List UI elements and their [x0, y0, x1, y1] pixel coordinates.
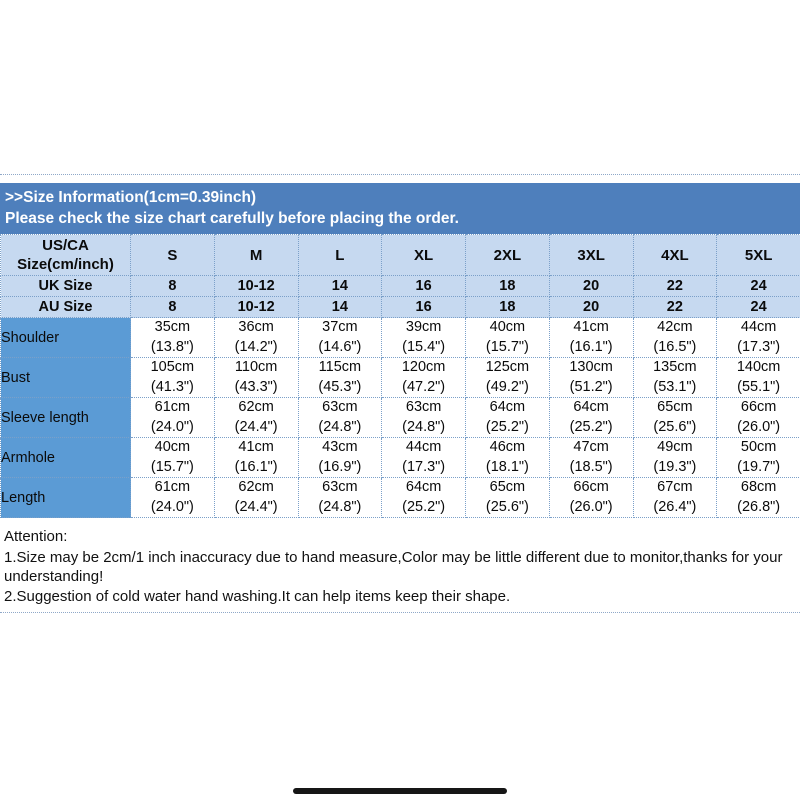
measurement-cell: 63cm (24.8")	[381, 397, 466, 438]
measurement-cell: 64cm (25.2")	[381, 477, 466, 518]
measurement-cell: 61cm (24.0")	[130, 397, 215, 438]
column-header-l: L	[297, 234, 383, 276]
measurement-cell: 63cm (24.8")	[297, 477, 383, 518]
size-cell: 8	[130, 296, 215, 318]
measurement-cell: 62cm (24.4")	[213, 477, 299, 518]
attention-section: Attention: 1.Size may be 2cm/1 inch inac…	[0, 527, 800, 606]
bottom-dotted-divider	[0, 612, 800, 613]
measurement-cell: 43cm (16.9")	[297, 437, 383, 478]
measurement-cell: 44cm (17.3")	[381, 437, 466, 478]
armhole-row: Armhole 40cm (15.7") 41cm (16.1") 43cm (…	[0, 437, 800, 478]
measurement-cell: 46cm (18.1")	[465, 437, 550, 478]
size-cell: 24	[716, 296, 800, 318]
home-indicator-bar	[293, 788, 507, 794]
size-cell: 8	[130, 275, 215, 297]
size-cell: 16	[381, 275, 466, 297]
size-cell: 22	[632, 296, 718, 318]
measurement-cell: 120cm (47.2")	[381, 357, 466, 398]
measurement-cell: 64cm (25.2")	[548, 397, 634, 438]
size-cell: 14	[297, 275, 383, 297]
length-label: Length	[0, 477, 131, 518]
measurement-cell: 39cm (15.4")	[381, 317, 466, 358]
size-cell: 18	[465, 275, 550, 297]
measurement-cell: 62cm (24.4")	[213, 397, 299, 438]
size-cell: 20	[548, 275, 634, 297]
measurement-cell: 42cm (16.5")	[632, 317, 718, 358]
measurement-cell: 40cm (15.7")	[465, 317, 550, 358]
measurement-cell: 105cm (41.3")	[130, 357, 215, 398]
size-cell: 10-12	[213, 296, 299, 318]
shoulder-label: Shoulder	[0, 317, 131, 358]
attention-heading: Attention:	[4, 528, 68, 545]
measurement-cell: 41cm (16.1")	[213, 437, 299, 478]
size-cell: 20	[548, 296, 634, 318]
size-cell: 14	[297, 296, 383, 318]
measurement-cell: 65cm (25.6")	[632, 397, 718, 438]
au-size-row: AU Size 8 10-12 14 16 18 20 22 24	[0, 296, 800, 318]
measurement-cell: 49cm (19.3")	[632, 437, 718, 478]
measurement-cell: 130cm (51.2")	[548, 357, 634, 398]
measurement-cell: 135cm (53.1")	[632, 357, 718, 398]
measurement-cell: 110cm (43.3")	[213, 357, 299, 398]
uk-size-row: UK Size 8 10-12 14 16 18 20 22 24	[0, 275, 800, 297]
bust-row: Bust 105cm (41.3") 110cm (43.3") 115cm (…	[0, 357, 800, 398]
measurement-cell: 140cm (55.1")	[716, 357, 800, 398]
measurement-cell: 41cm (16.1")	[548, 317, 634, 358]
column-header-m: M	[213, 234, 299, 276]
measurement-cell: 65cm (25.6")	[465, 477, 550, 518]
sleeve-length-row: Sleeve length 61cm (24.0") 62cm (24.4") …	[0, 397, 800, 438]
attention-line-2: 2.Suggestion of cold water hand washing.…	[4, 587, 511, 605]
bust-label: Bust	[0, 357, 131, 398]
measurement-cell: 64cm (25.2")	[465, 397, 550, 438]
size-info-title: >>Size Information(1cm=0.39inch)	[5, 189, 257, 206]
measurement-cell: 66cm (26.0")	[548, 477, 634, 518]
measurement-cell: 67cm (26.4")	[632, 477, 718, 518]
shoulder-row: Shoulder 35cm (13.8") 36cm (14.2") 37cm …	[0, 317, 800, 358]
column-header-s: S	[130, 234, 215, 276]
size-cell: 10-12	[213, 275, 299, 297]
measurement-cell: 125cm (49.2")	[465, 357, 550, 398]
column-header-2xl: 2XL	[465, 234, 550, 276]
column-header-row: US/CA Size(cm/inch) S M L XL 2XL 3XL 4XL…	[0, 234, 800, 276]
size-cell: 16	[381, 296, 466, 318]
measurement-cell: 61cm (24.0")	[130, 477, 215, 518]
top-whitespace	[0, 0, 800, 174]
measurement-cell: 35cm (13.8")	[130, 317, 215, 358]
attention-line-1: 1.Size may be 2cm/1 inch inaccuracy due …	[4, 548, 783, 586]
au-size-label: AU Size	[0, 296, 131, 318]
corner-header-cell: US/CA Size(cm/inch)	[0, 234, 131, 276]
size-cell: 24	[716, 275, 800, 297]
column-header-4xl: 4XL	[632, 234, 718, 276]
size-cell: 18	[465, 296, 550, 318]
size-info-subtitle: Please check the size chart carefully be…	[5, 210, 459, 227]
measurement-cell: 63cm (24.8")	[297, 397, 383, 438]
measurement-cell: 66cm (26.0")	[716, 397, 800, 438]
uk-size-label: UK Size	[0, 275, 131, 297]
measurement-cell: 47cm (18.5")	[548, 437, 634, 478]
measurement-cell: 40cm (15.7")	[130, 437, 215, 478]
measurement-cell: 44cm (17.3")	[716, 317, 800, 358]
armhole-label: Armhole	[0, 437, 131, 478]
column-header-3xl: 3XL	[548, 234, 634, 276]
measurement-cell: 50cm (19.7")	[716, 437, 800, 478]
measurement-cell: 36cm (14.2")	[213, 317, 299, 358]
size-cell: 22	[632, 275, 718, 297]
size-chart-table: US/CA Size(cm/inch) S M L XL 2XL 3XL 4XL…	[0, 234, 800, 518]
measurement-cell: 37cm (14.6")	[297, 317, 383, 358]
top-dotted-divider	[0, 174, 800, 175]
column-header-xl: XL	[381, 234, 466, 276]
measurement-cell: 68cm (26.8")	[716, 477, 800, 518]
size-info-header-bar: >>Size Information(1cm=0.39inch) Please …	[0, 183, 800, 234]
length-row: Length 61cm (24.0") 62cm (24.4") 63cm (2…	[0, 477, 800, 518]
gap	[0, 175, 800, 183]
column-header-5xl: 5XL	[716, 234, 800, 276]
sleeve-length-label: Sleeve length	[0, 397, 131, 438]
measurement-cell: 115cm (45.3")	[297, 357, 383, 398]
